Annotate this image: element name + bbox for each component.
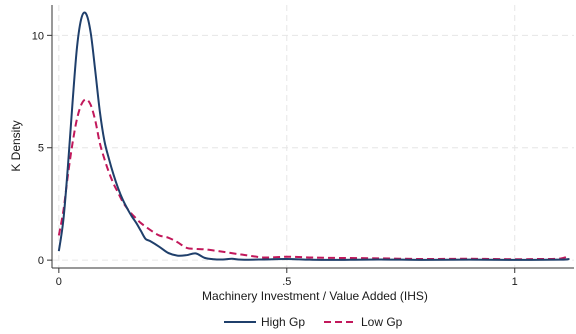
x-axis-label: Machinery Investment / Value Added (IHS) [202,289,428,303]
y-tick-label-0: 0 [38,255,44,267]
y-axis-label: K Density [9,120,23,171]
y-tick-label-2: 10 [32,30,44,42]
series-group [57,11,570,261]
series-line-low-gp [57,98,570,261]
x-tick-label-1: .5 [282,276,291,288]
axes: 0 5 10 0 .5 1 [32,5,574,288]
legend-label-high-gp: High Gp [261,315,305,329]
y-tick-label-1: 5 [38,143,44,155]
legend: High Gp Low Gp [224,315,403,329]
series-line-high-gp [57,11,570,261]
x-tick-label-2: 1 [512,276,518,288]
x-tick-label-0: 0 [56,276,62,288]
legend-label-low-gp: Low Gp [361,315,403,329]
